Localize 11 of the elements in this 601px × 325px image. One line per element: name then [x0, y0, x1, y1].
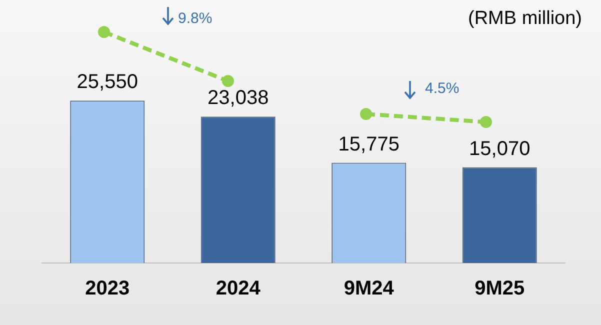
text: (RMB million): [468, 8, 582, 30]
text: 9.8%: [178, 10, 212, 27]
x-tick-label: 2024: [216, 278, 262, 300]
x-tick-label: 9M25: [474, 278, 525, 300]
x-tick-label: 9M24: [344, 278, 395, 300]
data-label: 25,550: [76, 71, 138, 94]
x-tick-label: 2023: [85, 278, 130, 300]
data-label: 15,775: [338, 133, 400, 156]
data-label: 23,038: [208, 87, 269, 110]
data-label: 15,070: [469, 138, 530, 160]
text: 4.5%: [425, 80, 460, 97]
